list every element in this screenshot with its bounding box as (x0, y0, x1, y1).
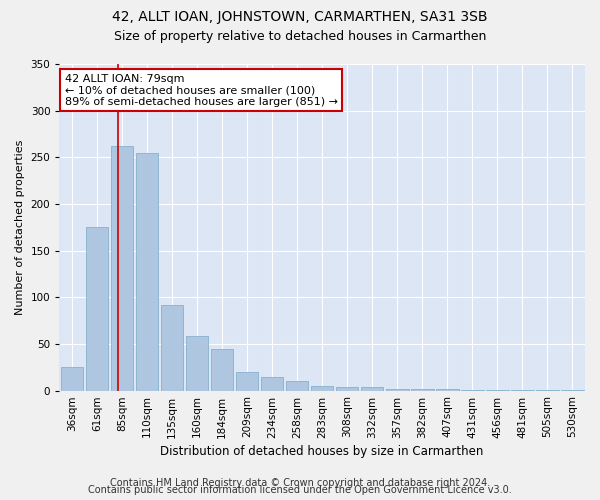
Bar (211, 348, 233, 391)
Bar (136, 152, 158, 390)
Bar (86, 228, 108, 390)
Bar (286, 381, 308, 390)
Text: Size of property relative to detached houses in Carmarthen: Size of property relative to detached ho… (114, 30, 486, 43)
Bar (361, 387, 383, 390)
Text: 42, ALLT IOAN, JOHNSTOWN, CARMARTHEN, SA31 3SB: 42, ALLT IOAN, JOHNSTOWN, CARMARTHEN, SA… (112, 10, 488, 24)
Bar (411, 388, 434, 390)
X-axis label: Distribution of detached houses by size in Carmarthen: Distribution of detached houses by size … (160, 444, 484, 458)
Bar (61, 367, 83, 390)
Bar (110, 146, 133, 390)
Bar (311, 386, 334, 390)
Bar (436, 388, 458, 390)
Bar (186, 336, 208, 390)
Y-axis label: Number of detached properties: Number of detached properties (15, 140, 25, 315)
Text: Contains public sector information licensed under the Open Government Licence v3: Contains public sector information licen… (88, 485, 512, 495)
Bar (336, 387, 358, 390)
Bar (161, 304, 183, 390)
Text: Contains HM Land Registry data © Crown copyright and database right 2024.: Contains HM Land Registry data © Crown c… (110, 478, 490, 488)
Text: 42 ALLT IOAN: 79sqm
← 10% of detached houses are smaller (100)
89% of semi-detac: 42 ALLT IOAN: 79sqm ← 10% of detached ho… (65, 74, 338, 107)
Bar (261, 376, 283, 390)
Bar (236, 372, 259, 390)
Bar (386, 388, 409, 390)
